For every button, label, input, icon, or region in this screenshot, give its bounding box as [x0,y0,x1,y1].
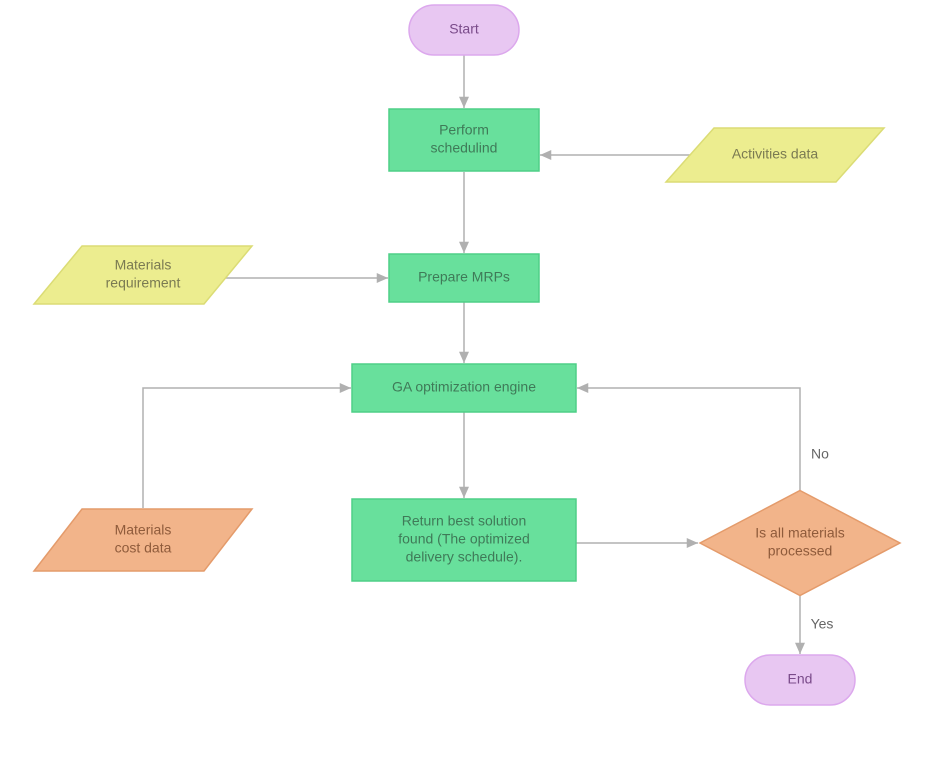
node-label: Prepare MRPs [418,269,510,285]
flowchart-canvas: No Yes Start Perform schedulind Activities da… [0,0,928,771]
node-mat_cost: Materials cost data [34,509,252,571]
node-label: GA optimization engine [392,379,536,395]
node-mat_req: Materials requirement [34,246,252,304]
node-label: delivery schedule). [406,549,523,565]
node-label: Materials [115,257,172,273]
node-label: Is all materials [755,525,844,541]
node-label: schedulind [431,140,498,156]
flow-edge [143,388,351,508]
node-label: cost data [115,540,172,556]
node-return: Return best solution found (The optimized… [352,499,576,581]
node-end: End [745,655,855,705]
node-ga: GA optimization engine [352,364,576,412]
node-label: processed [768,543,833,559]
node-perform: Perform schedulind [389,109,539,171]
node-label: Perform [439,122,489,138]
node-label: Return best solution [402,513,527,529]
node-decision: Is all materials processed [700,491,900,596]
node-label: requirement [106,275,181,291]
node-prepare: Prepare MRPs [389,254,539,302]
node-label: Activities data [732,146,819,162]
edge-label: No [811,446,829,462]
node-label: found (The optimized [398,531,530,547]
node-act_data: Activities data [666,128,884,182]
flow-edge [577,388,800,490]
edge-label: Yes [811,616,834,632]
node-label: End [788,671,813,687]
node-label: Materials [115,522,172,538]
node-label: Start [449,21,479,37]
node-start: Start [409,5,519,55]
